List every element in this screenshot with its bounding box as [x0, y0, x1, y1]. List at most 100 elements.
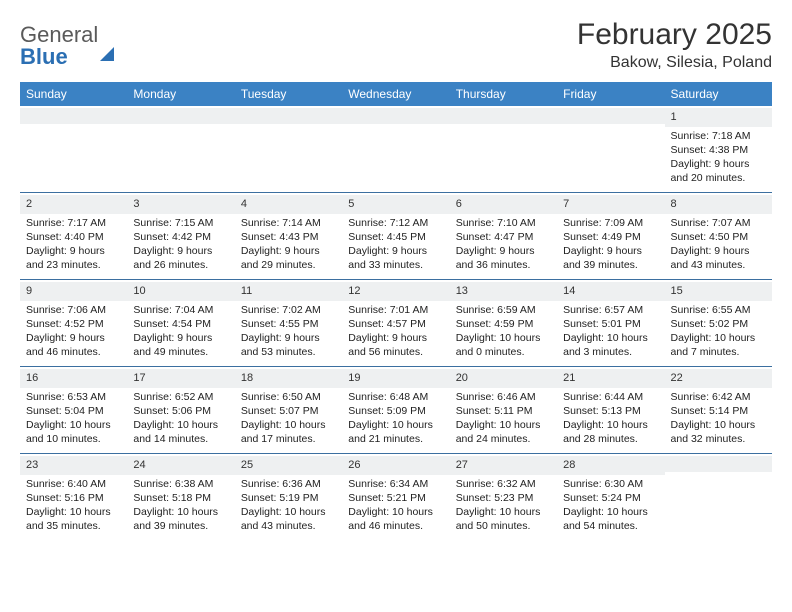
calendar-day-cell: 6Sunrise: 7:10 AMSunset: 4:47 PMDaylight…: [450, 193, 557, 279]
calendar-day-cell: 2Sunrise: 7:17 AMSunset: 4:40 PMDaylight…: [20, 193, 127, 279]
sunrise-text: Sunrise: 7:07 AM: [671, 216, 766, 230]
sunset-text: Sunset: 4:47 PM: [456, 230, 551, 244]
calendar-day-cell: 12Sunrise: 7:01 AMSunset: 4:57 PMDayligh…: [342, 280, 449, 366]
sunrise-text: Sunrise: 6:34 AM: [348, 477, 443, 491]
calendar-day-cell: 14Sunrise: 6:57 AMSunset: 5:01 PMDayligh…: [557, 280, 664, 366]
sunset-text: Sunset: 4:54 PM: [133, 317, 228, 331]
sunrise-text: Sunrise: 6:42 AM: [671, 390, 766, 404]
sunset-text: Sunset: 5:24 PM: [563, 491, 658, 505]
daylight-text: Daylight: 10 hours and 54 minutes.: [563, 505, 658, 533]
brand-text: General Blue: [20, 24, 114, 68]
sunset-text: Sunset: 5:07 PM: [241, 404, 336, 418]
sunrise-text: Sunrise: 6:57 AM: [563, 303, 658, 317]
calendar-day-cell: 15Sunrise: 6:55 AMSunset: 5:02 PMDayligh…: [665, 280, 772, 366]
daylight-text: Daylight: 9 hours and 26 minutes.: [133, 244, 228, 272]
daylight-text: Daylight: 9 hours and 39 minutes.: [563, 244, 658, 272]
calendar-day-cell: 5Sunrise: 7:12 AMSunset: 4:45 PMDaylight…: [342, 193, 449, 279]
sunset-text: Sunset: 4:55 PM: [241, 317, 336, 331]
day-number: 25: [235, 456, 342, 475]
calendar-day-cell: 25Sunrise: 6:36 AMSunset: 5:19 PMDayligh…: [235, 454, 342, 540]
day-number: [127, 108, 234, 124]
calendar-day-cell: [127, 106, 234, 192]
daylight-text: Daylight: 10 hours and 7 minutes.: [671, 331, 766, 359]
day-number: 11: [235, 282, 342, 301]
sunrise-text: Sunrise: 7:04 AM: [133, 303, 228, 317]
calendar-day-cell: 11 Sunrise: 7:02 AMSunset: 4:55 PMDayligh…: [235, 280, 342, 366]
calendar-day-cell: [235, 106, 342, 192]
day-number: 12: [342, 282, 449, 301]
day-number: 9: [20, 282, 127, 301]
calendar-day-cell: 26Sunrise: 6:34 AMSunset: 5:21 PMDayligh…: [342, 454, 449, 540]
day-number: 24: [127, 456, 234, 475]
page-title: February 2025: [577, 18, 772, 52]
brand-part2: Blue: [20, 44, 68, 69]
daylight-text: Daylight: 10 hours and 3 minutes.: [563, 331, 658, 359]
daylight-text: Daylight: 10 hours and 35 minutes.: [26, 505, 121, 533]
day-number: [557, 108, 664, 124]
day-number: 26: [342, 456, 449, 475]
calendar-page: General Blue February 2025 Bakow, Silesi…: [0, 0, 792, 550]
calendar-day-cell: 16Sunrise: 6:53 AMSunset: 5:04 PMDayligh…: [20, 367, 127, 453]
day-number: [235, 108, 342, 124]
sunrise-text: Sunrise: 7:12 AM: [348, 216, 443, 230]
sunrise-text: Sunrise: 6:30 AM: [563, 477, 658, 491]
day-number: 3: [127, 195, 234, 214]
sunrise-text: Sunrise: 7:06 AM: [26, 303, 121, 317]
day-number: 7: [557, 195, 664, 214]
day-number: 17: [127, 369, 234, 388]
calendar-day-cell: [342, 106, 449, 192]
sunrise-text: Sunrise: 6:44 AM: [563, 390, 658, 404]
calendar-day-cell: [557, 106, 664, 192]
day-number: 20: [450, 369, 557, 388]
calendar-day-cell: 22Sunrise: 6:42 AMSunset: 5:14 PMDayligh…: [665, 367, 772, 453]
sunset-text: Sunset: 4:38 PM: [671, 143, 766, 157]
sunrise-text: Sunrise: 7:02 AM: [241, 303, 336, 317]
weekday-header: Friday: [557, 82, 664, 106]
day-number: [665, 456, 772, 472]
sunset-text: Sunset: 5:06 PM: [133, 404, 228, 418]
day-number: 18: [235, 369, 342, 388]
calendar-day-cell: 28 Sunrise: 6:30 AMSunset: 5:24 PMDayligh…: [557, 454, 664, 540]
day-number: 1: [665, 108, 772, 127]
calendar-grid: Sunday Monday Tuesday Wednesday Thursday…: [20, 82, 772, 540]
daylight-text: Daylight: 9 hours and 36 minutes.: [456, 244, 551, 272]
day-number: 28: [557, 456, 664, 475]
day-number: 8: [665, 195, 772, 214]
sunrise-text: Sunrise: 7:17 AM: [26, 216, 121, 230]
calendar-day-cell: 23Sunrise: 6:40 AMSunset: 5:16 PMDayligh…: [20, 454, 127, 540]
sunset-text: Sunset: 4:59 PM: [456, 317, 551, 331]
calendar-day-cell: 17Sunrise: 6:52 AMSunset: 5:06 PMDayligh…: [127, 367, 234, 453]
sunrise-text: Sunrise: 6:46 AM: [456, 390, 551, 404]
day-number: 21: [557, 369, 664, 388]
sunset-text: Sunset: 5:09 PM: [348, 404, 443, 418]
sunrise-text: Sunrise: 7:18 AM: [671, 129, 766, 143]
page-header: General Blue February 2025 Bakow, Silesi…: [20, 18, 772, 72]
day-number: 6: [450, 195, 557, 214]
weekday-header: Tuesday: [235, 82, 342, 106]
daylight-text: Daylight: 9 hours and 46 minutes.: [26, 331, 121, 359]
calendar-day-cell: 3Sunrise: 7:15 AMSunset: 4:42 PMDaylight…: [127, 193, 234, 279]
sunset-text: Sunset: 4:40 PM: [26, 230, 121, 244]
sunrise-text: Sunrise: 6:38 AM: [133, 477, 228, 491]
daylight-text: Daylight: 10 hours and 46 minutes.: [348, 505, 443, 533]
sunset-text: Sunset: 5:23 PM: [456, 491, 551, 505]
day-number: [20, 108, 127, 124]
daylight-text: Daylight: 9 hours and 53 minutes.: [241, 331, 336, 359]
sunrise-text: Sunrise: 7:09 AM: [563, 216, 658, 230]
day-number: 4: [235, 195, 342, 214]
calendar-day-cell: [450, 106, 557, 192]
sunrise-text: Sunrise: 6:36 AM: [241, 477, 336, 491]
sunrise-text: Sunrise: 6:55 AM: [671, 303, 766, 317]
daylight-text: Daylight: 9 hours and 23 minutes.: [26, 244, 121, 272]
calendar-day-cell: 24Sunrise: 6:38 AMSunset: 5:18 PMDayligh…: [127, 454, 234, 540]
weekday-header: Saturday: [665, 82, 772, 106]
daylight-text: Daylight: 9 hours and 49 minutes.: [133, 331, 228, 359]
day-number: 19: [342, 369, 449, 388]
daylight-text: Daylight: 9 hours and 43 minutes.: [671, 244, 766, 272]
sunset-text: Sunset: 5:04 PM: [26, 404, 121, 418]
day-number: 23: [20, 456, 127, 475]
brand-logo: General Blue: [20, 18, 114, 68]
calendar-day-cell: 4Sunrise: 7:14 AMSunset: 4:43 PMDaylight…: [235, 193, 342, 279]
sunrise-text: Sunrise: 6:40 AM: [26, 477, 121, 491]
sunrise-text: Sunrise: 6:48 AM: [348, 390, 443, 404]
